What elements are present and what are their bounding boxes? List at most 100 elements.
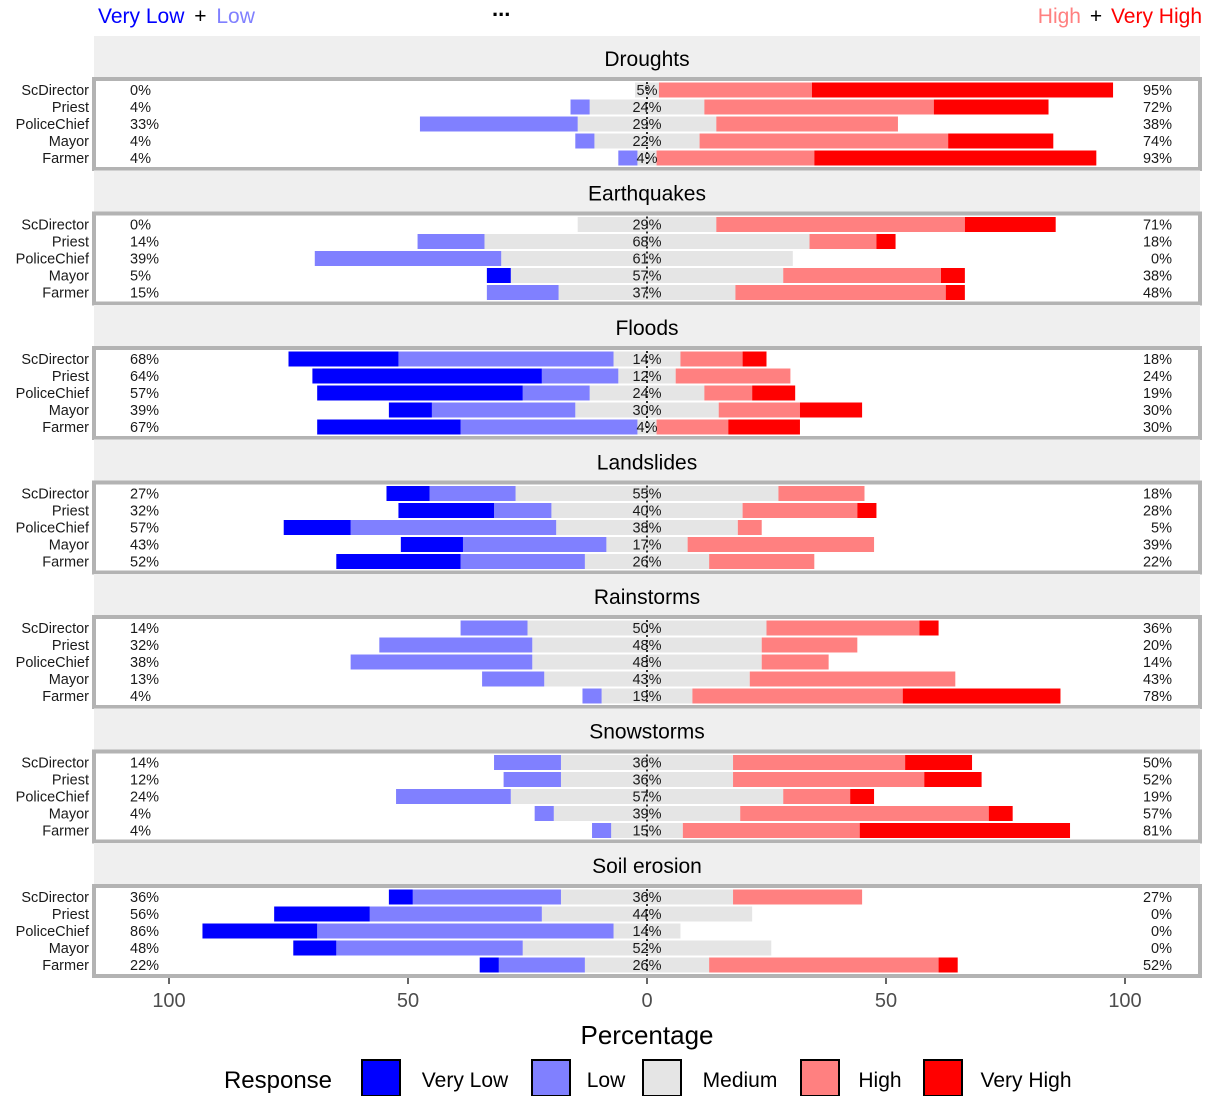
bar-very-high	[919, 620, 939, 636]
legend-label-very-low: Very Low	[422, 1069, 509, 1092]
row-label: Priest	[52, 235, 89, 251]
left-percent-label: 14%	[130, 756, 159, 772]
bar-high	[718, 402, 800, 418]
mid-percent-label: 61%	[632, 252, 661, 268]
bar-high	[658, 82, 812, 98]
bar-medium	[575, 402, 719, 418]
right-percent-label: 36%	[1143, 621, 1172, 637]
right-percent-label: 38%	[1143, 117, 1172, 133]
bar-low	[582, 688, 602, 704]
right-percent-label: 50%	[1143, 756, 1172, 772]
row-label: Priest	[52, 638, 89, 654]
row-label: PoliceChief	[16, 790, 90, 806]
legend-swatch-very-low	[361, 1059, 401, 1096]
bar-very-high	[948, 133, 1054, 149]
bar-high	[783, 268, 941, 283]
right-percent-label: 22%	[1143, 555, 1172, 571]
panel-strip	[94, 439, 1200, 482]
row-label: Farmer	[42, 689, 89, 705]
bar-high	[733, 755, 906, 770]
bar-very-high	[938, 957, 958, 973]
right-percent-label: 28%	[1143, 504, 1172, 520]
bar-very-high	[811, 82, 1114, 98]
row-label: PoliceChief	[16, 655, 90, 671]
bar-very-low	[386, 486, 430, 501]
row-label: Mayor	[49, 672, 89, 688]
left-percent-label: 36%	[130, 890, 159, 906]
bar-high	[783, 789, 851, 804]
bar-medium	[577, 217, 717, 232]
bar-very-low	[202, 923, 318, 939]
bar-very-high	[876, 234, 896, 249]
bar-very-high	[924, 772, 982, 787]
bar-medium	[544, 671, 750, 687]
row-label: PoliceChief	[16, 117, 90, 133]
bar-high	[692, 688, 903, 704]
right-percent-label: 18%	[1143, 487, 1172, 503]
left-percent-label: 14%	[130, 235, 159, 251]
row-label: Farmer	[42, 420, 89, 436]
bar-very-high	[859, 823, 1071, 838]
bar-high	[675, 368, 791, 384]
row-label: Priest	[52, 907, 89, 923]
left-percent-label: 33%	[130, 117, 159, 133]
right-percent-label: 14%	[1143, 655, 1172, 671]
bar-low	[460, 620, 528, 636]
right-percent-label: 81%	[1143, 824, 1172, 840]
legend-swatch-high	[800, 1059, 840, 1096]
row-label: PoliceChief	[16, 386, 90, 402]
bar-low	[336, 940, 523, 956]
bar-low	[482, 671, 545, 687]
bar-high	[687, 537, 875, 552]
bar-low	[460, 419, 638, 435]
right-percent-label: 0%	[1151, 941, 1172, 957]
mid-percent-label: 5%	[637, 83, 658, 99]
x-tick-label: 50	[875, 990, 897, 1012]
bar-low	[534, 806, 554, 821]
x-tick-label: 50	[397, 990, 419, 1012]
panel-title: Soil erosion	[592, 855, 702, 878]
right-percent-label: 43%	[1143, 672, 1172, 688]
bar-high	[761, 654, 829, 670]
row-label: ScDirector	[21, 756, 89, 772]
bar-medium	[606, 537, 688, 552]
bar-very-low	[288, 351, 399, 367]
bar-high	[761, 637, 858, 653]
bar-very-high	[902, 688, 1061, 704]
legend-label-low: Low	[587, 1069, 626, 1092]
right-percent-label: 18%	[1143, 352, 1172, 368]
left-percent-label: 14%	[130, 621, 159, 637]
bar-very-high	[799, 402, 863, 418]
row-label: PoliceChief	[16, 252, 90, 268]
row-label: ScDirector	[21, 83, 89, 99]
bar-high	[709, 554, 815, 569]
bar-very-low	[283, 520, 351, 535]
bar-low	[350, 654, 533, 670]
bar-low	[494, 755, 561, 770]
left-percent-label: 4%	[130, 151, 151, 167]
bar-low	[317, 923, 614, 939]
mid-percent-label: 55%	[632, 487, 661, 503]
bar-low	[618, 150, 638, 166]
svg-text:High + Very Hi: High + Very High	[1038, 5, 1202, 28]
bar-low	[429, 486, 516, 501]
svg-text:Very Low + Low: Very Low + Low	[98, 5, 256, 28]
bar-medium	[522, 940, 772, 956]
bar-high	[716, 217, 965, 232]
left-percent-label: 22%	[130, 958, 159, 974]
bar-low	[503, 772, 561, 787]
row-label: Farmer	[42, 286, 89, 302]
row-label: PoliceChief	[16, 521, 90, 537]
bar-very-high	[850, 789, 875, 804]
right-percent-label: 5%	[1151, 521, 1172, 537]
bar-low	[417, 234, 485, 249]
bar-low	[412, 889, 561, 905]
bar-low	[314, 251, 502, 266]
bar-very-high	[940, 268, 965, 283]
right-percent-label: 39%	[1143, 538, 1172, 554]
right-percent-label: 78%	[1143, 689, 1172, 705]
mid-percent-label: 29%	[632, 117, 661, 133]
row-label: Mayor	[49, 403, 89, 419]
bar-low	[494, 503, 552, 518]
